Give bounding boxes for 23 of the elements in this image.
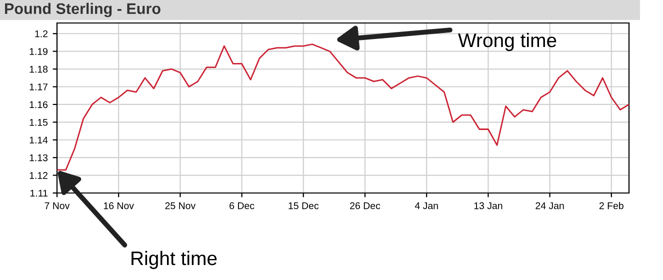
x-tick-label: 16 Nov [104,202,134,210]
y-tick-label: 1.12 [30,172,48,179]
x-tick-label: 15 Dec [288,202,319,210]
x-tick-label: 6 Dec [230,202,254,210]
y-tick-label: 1.19 [30,48,48,55]
chart-title: Pound Sterling - Euro [5,2,160,18]
x-tick-label: 13 Jan [474,202,502,210]
y-tick-label: 1.14 [30,136,48,144]
annotation: Right time [132,250,217,270]
y-tick-label: 1.15 [30,119,48,126]
x-tick-label: 4 Jan [414,202,438,210]
x-tick-label: 7 Nov [44,202,70,210]
annotation: Wrong time [458,32,556,52]
x-tick-label: 25 Nov [165,202,196,210]
x-tick-label: 26 Dec [350,202,380,210]
x-tick-label: 2 Feb [599,202,624,210]
y-tick-label: 1.11 [30,190,48,197]
y-tick-label: 1.17 [30,84,48,90]
y-tick-label: 1.16 [30,101,48,108]
y-tick-label: 1.13 [30,154,48,162]
y-tick-label: 1.18 [30,66,48,73]
x-tick-label: 24 Jan [536,202,564,210]
y-tick-label: 1.2 [35,30,48,38]
